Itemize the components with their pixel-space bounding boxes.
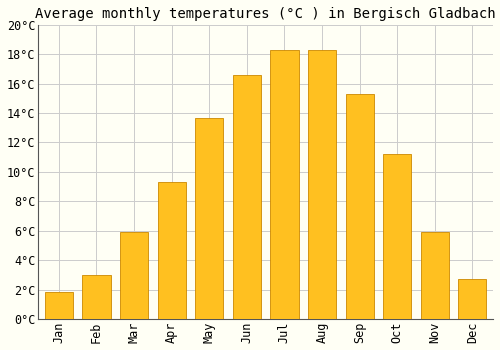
Bar (195, 118, 224, 319)
Bar (308, 50, 336, 319)
Bar (45, 293, 73, 319)
Title: Average monthly temperatures (°C ) in Bergisch Gladbach: Average monthly temperatures (°C ) in Be… (36, 7, 496, 21)
Bar (82, 275, 110, 319)
Bar (346, 94, 374, 319)
Bar (270, 50, 298, 319)
Bar (383, 154, 412, 319)
Bar (232, 75, 261, 319)
Bar (458, 279, 486, 319)
Bar (420, 232, 449, 319)
Bar (158, 182, 186, 319)
Bar (120, 232, 148, 319)
